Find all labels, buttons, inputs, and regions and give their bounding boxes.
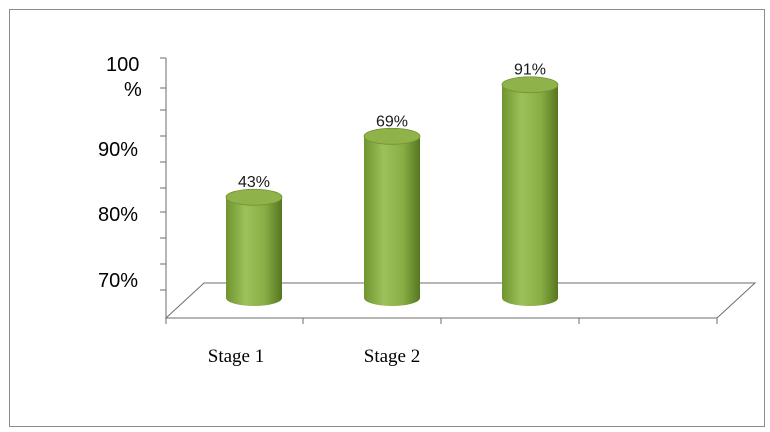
data-label-1: 43% <box>238 174 270 191</box>
bar-body <box>502 84 558 307</box>
bar-1 <box>225 188 283 306</box>
bar-2 <box>363 127 421 306</box>
bar-top <box>225 188 283 206</box>
x-tick-label-stage-1: Stage 1 <box>208 346 264 367</box>
x-tick-label-stage-2: Stage 2 <box>364 346 420 367</box>
y-tick-label-70: 70% <box>98 270 138 292</box>
chart-floor <box>164 282 757 319</box>
y-tick-label-80: 80% <box>98 204 138 226</box>
y-tick-label-90: 90% <box>98 139 138 161</box>
bar-3 <box>501 76 559 307</box>
y-tick-label-100-percent: % <box>124 79 142 101</box>
bar-top <box>501 76 559 94</box>
bar-top <box>363 127 421 145</box>
y-tick-label-100: 100 <box>106 54 139 76</box>
data-label-3: 91% <box>514 62 546 79</box>
bars-group: 43% 69% 91% <box>225 62 559 307</box>
y-axis-tick-marks <box>160 57 166 291</box>
bar-body <box>226 197 282 306</box>
bar-body <box>364 136 420 306</box>
data-label-2: 69% <box>376 113 408 130</box>
x-axis-tick-marks <box>165 318 718 324</box>
